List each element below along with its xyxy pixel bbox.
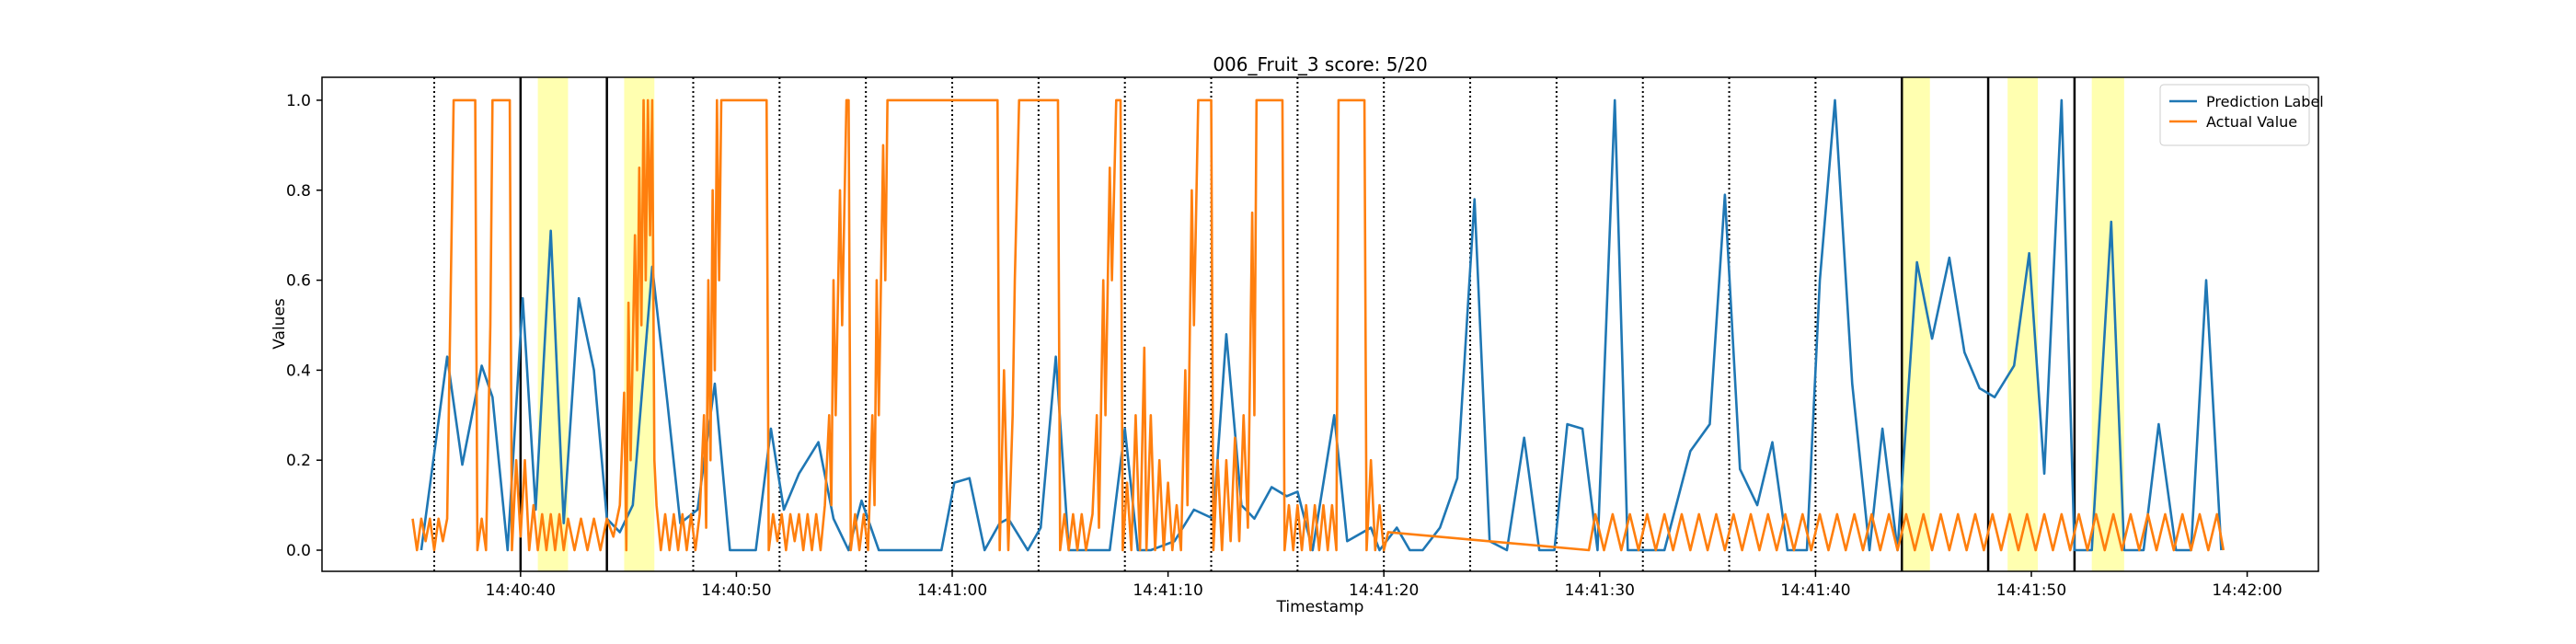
- legend-box: [2159, 84, 2310, 146]
- legend-label: Actual Value: [2206, 113, 2297, 131]
- series-line: [411, 98, 2225, 552]
- x-tick-label: 14:41:30: [1565, 581, 1635, 600]
- x-tick-label: 14:40:50: [701, 581, 771, 600]
- x-tick-label: 14:40:40: [486, 581, 556, 600]
- chart-title: 006_Fruit_3 score: 5/20: [1213, 53, 1427, 75]
- legend-label: Prediction Label: [2206, 93, 2324, 110]
- y-tick-label: 0.0: [286, 542, 311, 560]
- x-tick-label: 14:41:10: [1133, 581, 1202, 600]
- x-tick-label: 14:41:00: [917, 581, 987, 600]
- x-tick-label: 14:41:20: [1349, 581, 1419, 600]
- highlight-span: [1902, 77, 1930, 571]
- x-tick-label: 14:42:00: [2212, 581, 2282, 600]
- x-axis-label: Timestamp: [1276, 598, 1364, 616]
- x-tick-label: 14:41:50: [1996, 581, 2066, 600]
- highlight-span: [2091, 77, 2124, 571]
- y-axis-label: Values: [270, 298, 289, 350]
- y-tick-label: 0.2: [286, 452, 311, 470]
- y-tick-label: 0.6: [286, 272, 311, 291]
- plot-frame: [321, 76, 2319, 572]
- y-tick-label: 1.0: [286, 92, 311, 110]
- y-tick-label: 0.8: [286, 182, 311, 201]
- series-line: [420, 98, 2223, 552]
- x-tick-label: 14:41:40: [1780, 581, 1850, 600]
- highlight-span: [2007, 77, 2039, 571]
- y-tick-label: 0.4: [286, 362, 311, 380]
